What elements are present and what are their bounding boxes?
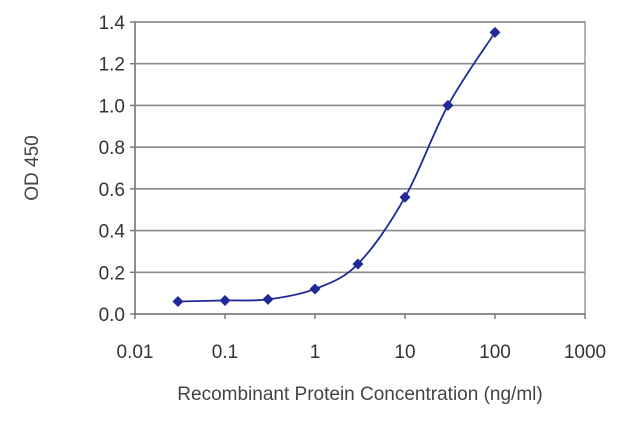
- y-tick-label: 0.4: [99, 222, 126, 243]
- x-tick-label: 1: [310, 342, 321, 363]
- y-tick-label: 1.2: [99, 55, 125, 76]
- data-point: [172, 295, 184, 307]
- data-point: [442, 99, 454, 111]
- data-point: [399, 191, 411, 203]
- y-tick-label: 1.4: [99, 13, 126, 34]
- y-tick-label: 0.8: [99, 138, 125, 159]
- x-tick-labels: 0.01 0.1 1 10 100 1000: [117, 314, 606, 363]
- y-tick-label: 0.6: [99, 180, 125, 201]
- grid-layer: [135, 21, 585, 274]
- y-tick-label: 1.0: [99, 96, 125, 117]
- x-axis-title: Recombinant Protein Concentration (ng/ml…: [177, 384, 542, 405]
- data-point: [262, 293, 274, 305]
- y-tick-label: 0.2: [99, 263, 125, 284]
- x-tick-label: 100: [479, 342, 511, 363]
- x-tick-label: 10: [394, 342, 415, 363]
- y-axis-title: OD 450: [22, 135, 43, 200]
- plot-area: [134, 21, 586, 315]
- x-tick-label: 0.1: [212, 342, 238, 363]
- x-tick-label: 0.01: [117, 342, 154, 363]
- data-point: [219, 294, 231, 306]
- y-tick-label: 0.0: [99, 305, 125, 326]
- x-tick-label: 1000: [564, 342, 606, 363]
- y-tick-labels: 0.0 0.2 0.4 0.6 0.8 1.0 1.2 1.4: [99, 13, 135, 326]
- data-point: [352, 258, 364, 270]
- data-point: [489, 26, 501, 38]
- series-layer: [172, 26, 501, 307]
- data-point: [309, 283, 321, 295]
